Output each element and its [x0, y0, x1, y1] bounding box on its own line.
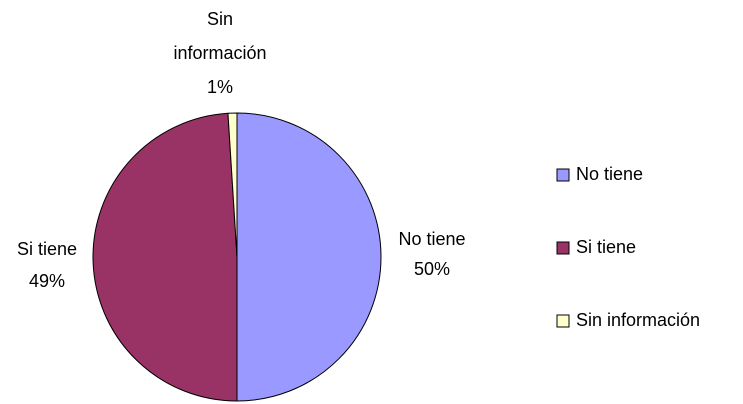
legend-label: Si tiene	[576, 237, 636, 257]
pie-slice	[227, 112, 238, 258]
legend-label: Sin información	[576, 310, 700, 330]
legend-swatch	[556, 168, 570, 182]
slice-value-label: 50%	[414, 259, 450, 279]
slice-value-label: 1%	[207, 77, 233, 97]
legend-swatch	[556, 241, 570, 255]
pie-slice	[236, 112, 382, 402]
legend-swatch	[556, 314, 570, 328]
slice-label: Sin información	[173, 9, 266, 63]
pie-slice	[92, 112, 238, 402]
slice-value-label: 49%	[29, 271, 65, 291]
legend-label: No tiene	[576, 164, 643, 184]
slice-label: No tiene	[398, 229, 465, 249]
slice-label: Si tiene	[17, 239, 77, 259]
